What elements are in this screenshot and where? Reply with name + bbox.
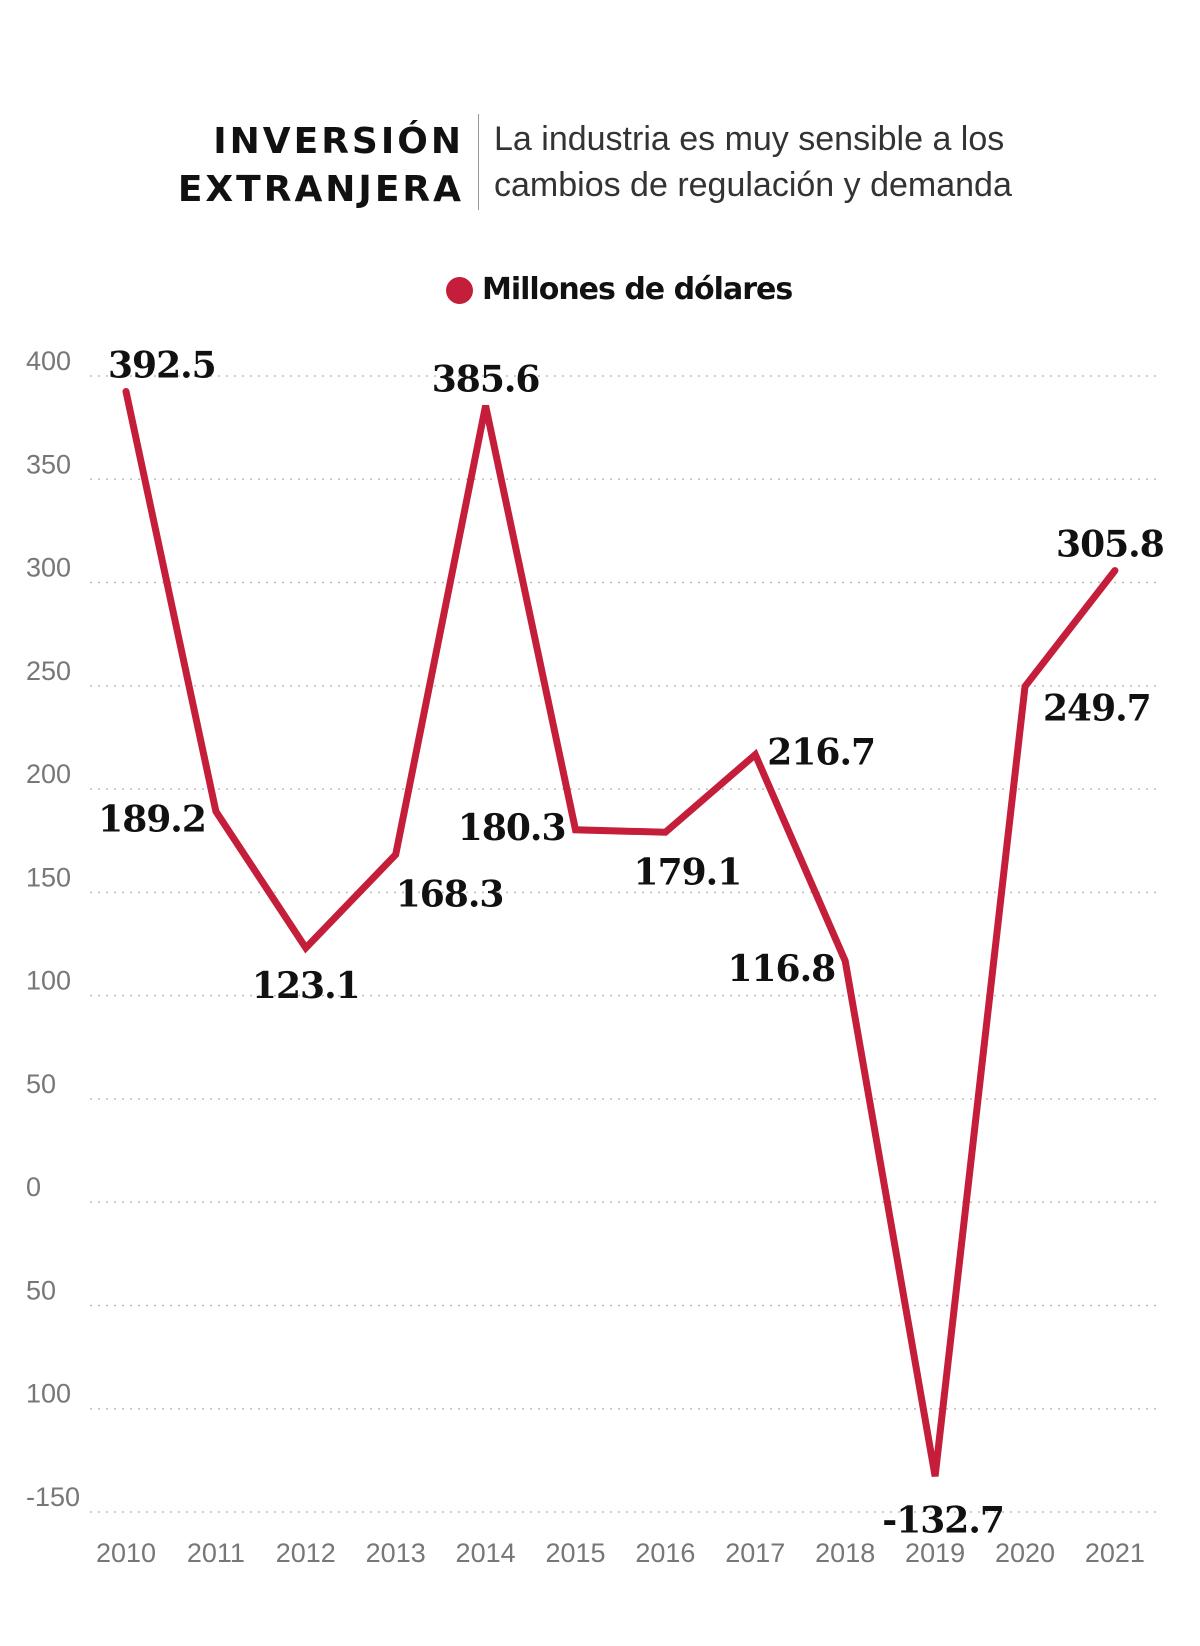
y-tick-label: 0 xyxy=(26,1172,41,1202)
legend-label: Millones de dólares xyxy=(482,272,793,307)
chart-legend: Millones de dólares xyxy=(0,272,1200,312)
x-tick-label: 2012 xyxy=(276,1538,336,1568)
y-tick-label: 400 xyxy=(26,346,71,376)
x-tick-label: 2013 xyxy=(366,1538,426,1568)
data-label: -132.7 xyxy=(882,1499,1004,1541)
data-label: 180.3 xyxy=(458,807,566,849)
data-label: 189.2 xyxy=(98,798,206,840)
title-divider xyxy=(478,114,479,210)
x-tick-label: 2015 xyxy=(545,1538,605,1568)
data-label: 179.1 xyxy=(634,851,742,893)
x-tick-label: 2018 xyxy=(815,1538,875,1568)
subtitle-line-2: cambios de regulación y demanda xyxy=(494,166,1012,204)
y-tick-label: 350 xyxy=(26,449,71,479)
data-label: 116.8 xyxy=(727,948,835,990)
data-label: 305.8 xyxy=(1056,524,1164,566)
y-tick-label: 150 xyxy=(26,862,71,892)
y-tick-label: -150 xyxy=(26,1482,80,1512)
x-tick-label: 2019 xyxy=(905,1538,965,1568)
y-tick-label: 200 xyxy=(26,759,71,789)
x-tick-label: 2010 xyxy=(96,1538,156,1568)
title-line-1: INVERSIÓN xyxy=(213,121,464,162)
title-line-2: EXTRANJERA xyxy=(177,169,464,210)
subtitle-line-1: La industria es muy sensible a los xyxy=(494,120,1005,158)
legend-marker xyxy=(446,277,473,304)
data-label: 385.6 xyxy=(432,359,540,401)
x-tick-label: 2020 xyxy=(995,1538,1055,1568)
data-label: 392.5 xyxy=(108,344,216,386)
y-tick-label: 100 xyxy=(26,966,71,996)
x-tick-label: 2016 xyxy=(635,1538,695,1568)
x-tick-label: 2011 xyxy=(187,1538,245,1568)
data-label: 249.7 xyxy=(1043,687,1151,729)
y-tick-label: 300 xyxy=(26,553,71,583)
series-line xyxy=(122,387,1119,1477)
chart-title: INVERSIÓN EXTRANJERA xyxy=(178,118,464,214)
data-label: 216.7 xyxy=(767,732,875,774)
x-tick-label: 2021 xyxy=(1085,1538,1145,1568)
data-label: 123.1 xyxy=(252,965,360,1007)
y-tick-label: 50 xyxy=(26,1275,56,1305)
y-tick-label: 50 xyxy=(26,1069,56,1099)
x-tick-label: 2014 xyxy=(456,1538,516,1568)
chart-subtitle: La industria es muy sensible a los cambi… xyxy=(494,116,1012,208)
x-tick-label: 2017 xyxy=(725,1538,785,1568)
chart-header: INVERSIÓN EXTRANJERA La industria es muy… xyxy=(0,110,1200,210)
y-tick-label: 250 xyxy=(26,656,71,686)
data-label: 168.3 xyxy=(396,874,504,916)
y-tick-label: 100 xyxy=(26,1379,71,1409)
